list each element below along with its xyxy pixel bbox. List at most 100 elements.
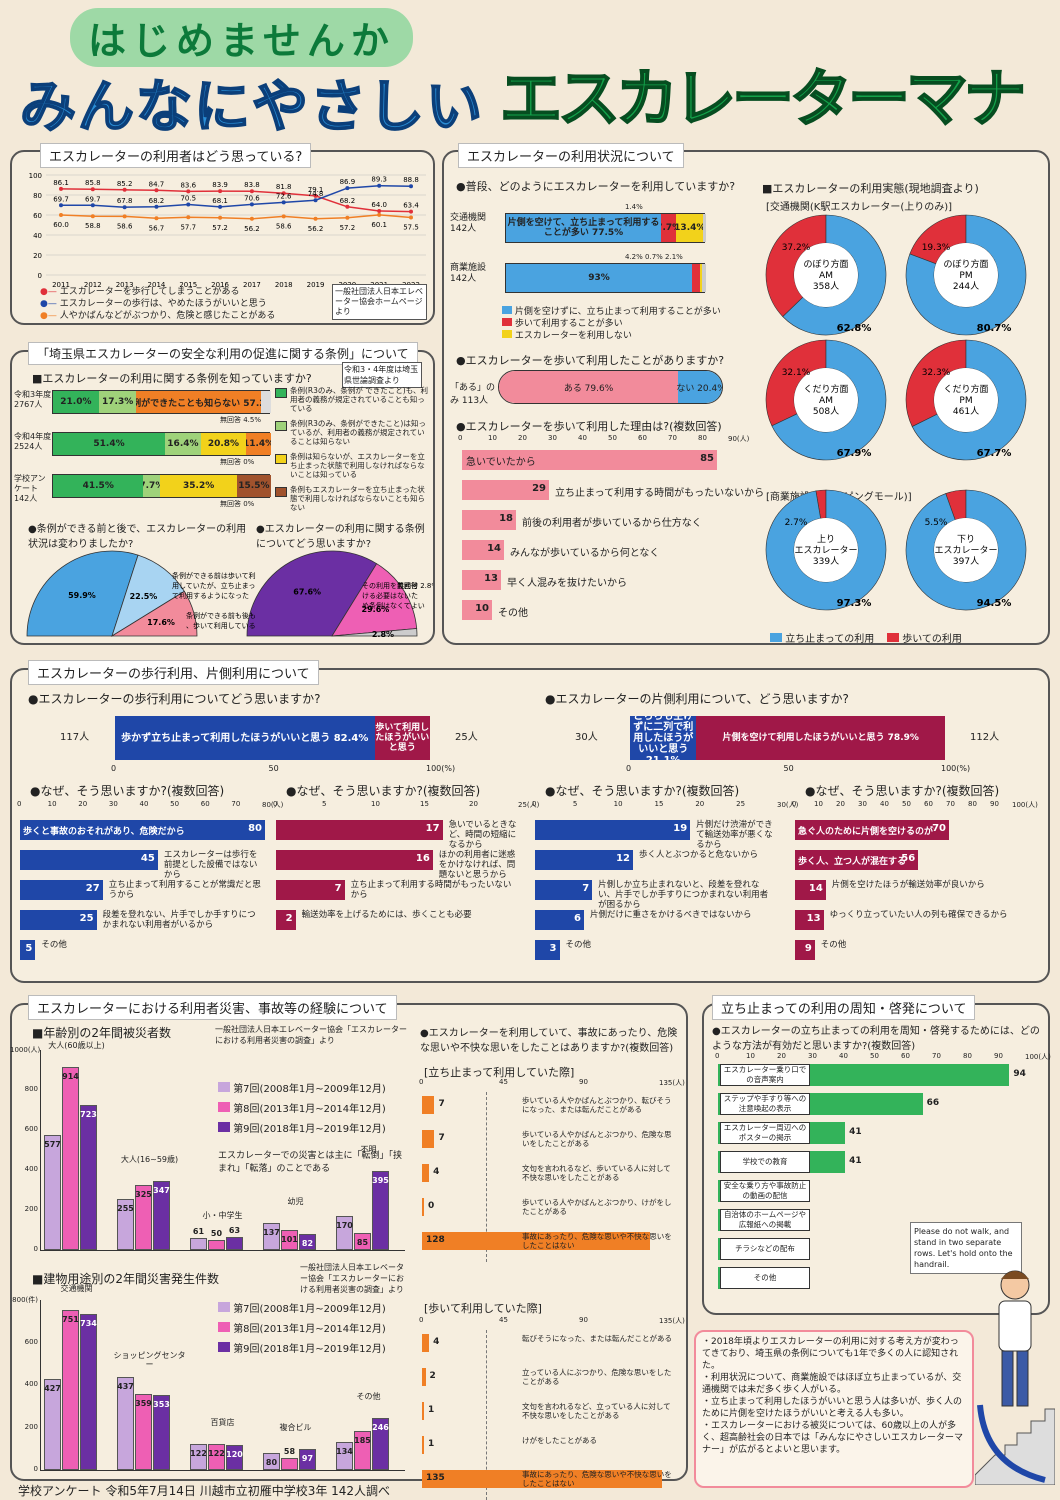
s3-reason-text: みんなが歩いているから何となく <box>510 548 660 559</box>
s1-xtick: 2018 <box>275 281 293 289</box>
s5-bar-value: 82 <box>301 1238 314 1248</box>
s5-acc-bar <box>422 1436 424 1454</box>
s3-reason-tick: 90(人) <box>728 435 750 443</box>
s5-acc-tick: 135(人) <box>659 1079 685 1087</box>
s2-segment <box>261 391 271 413</box>
s5-bar-value: 97 <box>301 1454 314 1464</box>
s2-stacked-bar: 51.4%16.4%20.8%11.4% <box>52 432 271 456</box>
title-line1: はじめませんか <box>70 8 413 67</box>
s1-point <box>90 203 95 208</box>
s1-data-label: 57.2 <box>212 224 228 232</box>
s3-segment: 13.4% <box>676 214 704 242</box>
s3-donut-blue-label: 94.5% <box>977 598 1012 609</box>
s2-q2: ●条例ができる前と後で、エスカレーターの利用状況は変わりましたか? <box>28 524 247 550</box>
s1-point <box>281 200 286 205</box>
s1-point <box>249 189 254 194</box>
s1-point <box>154 188 159 193</box>
s4-why-tick: 80(人) <box>262 801 284 809</box>
s3-walk-segment: ない 20.4% <box>676 371 722 403</box>
s3-donut-red-label: 32.3% <box>922 368 951 378</box>
s5-note: エスカレーターでの災害とは主に「転倒」「挟まれ」「転落」のことである <box>218 1151 402 1174</box>
s1-data-label: 86.9 <box>340 178 356 186</box>
s4-why-title: ●なぜ、そう思いますか?(複数回答) <box>286 784 481 798</box>
s5-walk: [歩いて利用していた際] <box>424 1302 542 1315</box>
s5-bar-value: 359 <box>135 1398 152 1408</box>
s1-ytick: 0 <box>38 272 42 280</box>
s5-bar-value: 61 <box>192 1226 205 1236</box>
s4-why-tick: 60 <box>200 800 210 808</box>
s3-reason-text: 立ち止まって利用する時間がもったいないから <box>555 488 765 499</box>
s4-bar-a: どちらも空けずに二列で利用したほうがいいと思う 21.1% <box>630 716 697 760</box>
s4-why-value: 7 <box>582 883 590 894</box>
s5-bar: 80 <box>263 1453 280 1470</box>
s3-reason-tick: 70 <box>668 434 677 442</box>
s5-category: ショッピングセンター <box>113 1351 186 1370</box>
s4-why-tick: 0 <box>792 800 797 808</box>
s3-reason-value: 85 <box>700 453 714 464</box>
s5-c1title: ■年齢別の2年間被災者数 <box>32 1026 171 1040</box>
s1-point <box>377 212 382 217</box>
s3-dlegend-1: 歩いての利用 <box>902 634 962 645</box>
s5-periods: 第7回(2008年1月~2009年12月) 第8回(2013年1月~2014年1… <box>218 1080 386 1140</box>
s4-bar-tick: 0 <box>111 764 117 773</box>
s5-bar: 61 <box>190 1227 207 1250</box>
s4-why-tick: 20 <box>469 800 478 808</box>
s4-why-text: エスカレーターは歩行を前提とした設備ではないから <box>163 850 258 880</box>
s4-why-tick: 30(人) <box>777 801 799 809</box>
s1-point <box>281 191 286 196</box>
s1-legend-2: 人やかばんなどがぶつかり、危険と感じたことがある <box>59 311 276 321</box>
s1-point <box>122 187 127 192</box>
s5-acc-tick: 90 <box>579 1316 588 1324</box>
s3-donut-name: 下り <box>957 534 975 545</box>
s5-c2src: 一般社団法人日本エレベーター協会「エスカレーターにおける利用者災害の調査」より <box>300 1263 404 1294</box>
s5-bar-value: 122 <box>190 1449 207 1459</box>
s3-segment <box>700 264 702 292</box>
s3-segment: 7.7% <box>661 214 677 242</box>
s5-bar-value: 85 <box>356 1238 369 1247</box>
s5-bar: 734 <box>80 1314 97 1470</box>
s5-ytick: 1000(人) <box>10 1046 41 1054</box>
s3-donut-name: 461人 <box>953 406 979 417</box>
s5-bar-value: 427 <box>44 1384 61 1394</box>
s1-data-label: 85.2 <box>117 180 133 188</box>
s2-q1note: 令和3・4年度は埼玉県世論調査より <box>342 362 422 388</box>
s3-donut-blue-label: 62.8% <box>837 323 872 334</box>
s5-bar: 82 <box>299 1233 316 1250</box>
s5-bar: 359 <box>135 1393 152 1470</box>
s2-legend-text: 条例もエスカレーターを立ち止まった状態で利用しなければならないことも知らない <box>290 485 425 512</box>
s4-why-text: 急ぐ人のために片側を空けるのがマナーだから <box>798 827 934 837</box>
s4-why-value: 9 <box>804 943 812 954</box>
s4-why-value: 3 <box>549 943 557 954</box>
s2-segment: 16.4% <box>165 433 201 455</box>
s5-bar: 120 <box>226 1444 243 1470</box>
s5-ytick: 0 <box>33 1245 38 1253</box>
s4-why-tick: 0 <box>532 800 537 808</box>
s3-q2: ●エスカレーターを歩いて利用したことがありますか? <box>456 354 725 367</box>
s3-reason-tick: 80 <box>698 434 707 442</box>
s4-why-tick: 10 <box>371 800 380 808</box>
s5-bar-value: 58 <box>283 1446 296 1456</box>
s3-donut-red-label: 19.3% <box>922 243 951 253</box>
s6-tick: 90 <box>994 1052 1003 1060</box>
s2-stacked-bar: 41.5%7.7%35.2%15.5% <box>52 474 271 498</box>
s2-pie2-label: 2.8% <box>372 630 394 639</box>
s1-data-label: 85.8 <box>85 179 101 187</box>
s4-why-tick: 10 <box>814 800 823 808</box>
s5-ytick: 200 <box>24 1422 38 1431</box>
s3-donut-blue-label: 67.7% <box>977 448 1012 459</box>
s5-acc-bar <box>422 1198 424 1216</box>
s3-donut-red-label: 37.2% <box>782 243 811 253</box>
s4-why-text: 片側しか立ち止まれないと、段差を登れない、片手でしか手すりにつかまれない利用者が… <box>598 880 769 910</box>
s4-why-bar: 2 <box>276 910 296 930</box>
s3-donut-name: PM <box>959 271 972 281</box>
s4-why-bar: 7 <box>276 880 345 900</box>
s5-ytick: 600 <box>24 1337 38 1346</box>
s3-dlegend-0: 立ち止まっての利用 <box>785 634 875 645</box>
s1-data-label: 58.6 <box>276 222 292 230</box>
s2-pie1-note: 条例ができる前も後も <box>186 611 256 620</box>
s5-bar: 723 <box>80 1105 97 1250</box>
s2-segment: 11.4% <box>246 433 271 455</box>
s4-why-tick: 15 <box>654 800 664 808</box>
s3-reason-value: 18 <box>499 513 513 524</box>
